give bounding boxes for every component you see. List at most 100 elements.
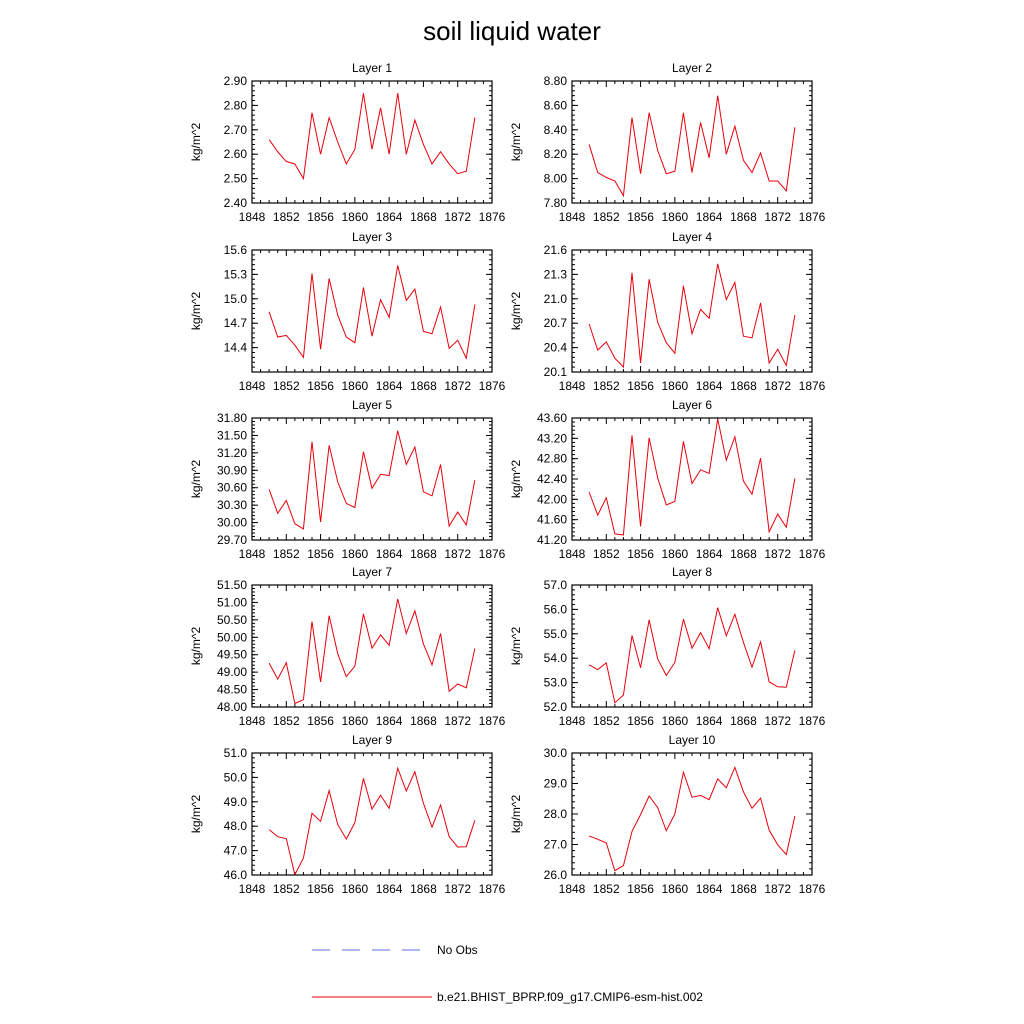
y-tick-label: 2.90 (224, 74, 248, 88)
x-tick-label: 1860 (342, 210, 369, 224)
x-tick-label: 1864 (376, 547, 403, 561)
y-tick-label: 50.0 (224, 770, 248, 784)
y-tick-label: 48.50 (217, 683, 247, 697)
y-tick-label: 30.00 (217, 516, 247, 530)
layer-panel: Layer 4 kg/m^2 1848 1852 1856 1860 1864 1868 187… (509, 230, 826, 393)
y-tick-label: 31.50 (217, 428, 247, 442)
figure-title: soil liquid water (423, 16, 601, 46)
x-tick-label: 1856 (307, 210, 334, 224)
plot-frame (571, 752, 813, 876)
layer-panel: Layer 1 kg/m^2 1848 1852 1856 1860 1864 1868 187… (189, 61, 506, 224)
y-tick-label: 48.0 (224, 819, 248, 833)
y-tick-label: 41.20 (537, 533, 567, 547)
x-tick-label: 1864 (696, 882, 723, 896)
y-tick-label: 27.0 (544, 838, 568, 852)
x-tick-label: 1848 (239, 379, 266, 393)
panels-grid: Layer 1 kg/m^2 1848 1852 1856 1860 1864 1868 187… (189, 61, 826, 896)
x-tick-label: 1864 (376, 882, 403, 896)
x-tick-label: 1860 (662, 882, 689, 896)
y-tick-label: 8.80 (544, 74, 568, 88)
x-tick-label: 1872 (764, 210, 791, 224)
panel-title: Layer 7 (352, 565, 392, 579)
layer-panel: Layer 10 kg/m^2 1848 1852 1856 1860 1864 1868 18… (509, 733, 826, 896)
y-axis-label: kg/m^2 (509, 627, 523, 666)
x-tick-label: 1876 (479, 882, 506, 896)
x-tick-label: 1872 (764, 547, 791, 561)
layer-panel: Layer 2 kg/m^2 1848 1852 1856 1860 1864 1868 187… (509, 61, 826, 224)
panel-title: Layer 2 (672, 61, 712, 75)
x-tick-label: 1876 (479, 714, 506, 728)
x-tick-label: 1872 (444, 714, 471, 728)
y-tick-label: 2.70 (224, 123, 248, 137)
y-tick-label: 50.50 (217, 613, 247, 627)
panel-title: Layer 6 (672, 398, 712, 412)
y-tick-label: 42.80 (537, 452, 567, 466)
x-tick-label: 1868 (410, 379, 437, 393)
y-tick-label: 54.0 (544, 651, 568, 665)
layer-panel: Layer 8 kg/m^2 1848 1852 1856 1860 1864 1868 187… (509, 565, 826, 728)
y-tick-label: 56.0 (544, 602, 568, 616)
y-tick-label: 20.1 (544, 365, 568, 379)
x-tick-label: 1868 (730, 379, 757, 393)
y-tick-label: 2.40 (224, 196, 248, 210)
y-tick-label: 50.00 (217, 630, 247, 644)
x-tick-label: 1864 (696, 210, 723, 224)
x-tick-label: 1872 (444, 882, 471, 896)
y-tick-label: 49.50 (217, 648, 247, 662)
y-axis-label: kg/m^2 (189, 627, 203, 666)
x-tick-label: 1864 (696, 379, 723, 393)
series-line (268, 598, 476, 705)
y-tick-label: 20.4 (544, 341, 568, 355)
layer-panel: Layer 7 kg/m^2 1848 1852 1856 1860 1864 1868 187… (189, 565, 506, 728)
y-tick-label: 29.70 (217, 533, 247, 547)
x-tick-label: 1876 (799, 379, 826, 393)
x-tick-label: 1868 (410, 547, 437, 561)
y-tick-label: 2.60 (224, 147, 248, 161)
y-tick-label: 15.3 (224, 267, 248, 281)
panel-title: Layer 9 (352, 733, 392, 747)
x-tick-label: 1864 (376, 714, 403, 728)
y-tick-label: 42.00 (537, 492, 567, 506)
x-tick-label: 1852 (273, 882, 300, 896)
legend-model-label: b.e21.BHIST_BPRP.f09_g17.CMIP6-esm-hist.… (437, 990, 703, 1004)
plot-frame (251, 80, 493, 204)
y-tick-label: 15.0 (224, 292, 248, 306)
plot-frame (571, 417, 813, 541)
legend: No Obs b.e21.BHIST_BPRP.f09_g17.CMIP6-es… (312, 943, 703, 1004)
x-tick-label: 1868 (730, 547, 757, 561)
x-tick-label: 1872 (764, 714, 791, 728)
layer-panel: Layer 9 kg/m^2 1848 1852 1856 1860 1864 1868 187… (189, 733, 506, 896)
x-tick-label: 1860 (662, 210, 689, 224)
plot-frame (251, 752, 493, 876)
x-tick-label: 1856 (307, 714, 334, 728)
y-tick-label: 29.0 (544, 777, 568, 791)
x-tick-label: 1860 (662, 547, 689, 561)
y-tick-label: 28.0 (544, 807, 568, 821)
x-tick-label: 1848 (559, 547, 586, 561)
x-tick-label: 1860 (342, 714, 369, 728)
x-tick-label: 1860 (662, 714, 689, 728)
x-tick-label: 1856 (307, 547, 334, 561)
y-tick-label: 7.80 (544, 196, 568, 210)
y-tick-label: 51.0 (224, 746, 248, 760)
x-tick-label: 1848 (239, 714, 266, 728)
x-tick-label: 1852 (593, 210, 620, 224)
x-tick-label: 1856 (627, 379, 654, 393)
plot-frame (251, 249, 493, 373)
y-tick-label: 55.0 (544, 627, 568, 641)
y-tick-label: 31.80 (217, 411, 247, 425)
x-tick-label: 1872 (764, 882, 791, 896)
y-tick-label: 14.7 (224, 316, 248, 330)
x-tick-label: 1852 (593, 547, 620, 561)
plot-frame (571, 249, 813, 373)
x-tick-label: 1848 (559, 882, 586, 896)
plot-frame (251, 417, 493, 541)
y-axis-label: kg/m^2 (509, 460, 523, 499)
y-axis-label: kg/m^2 (509, 795, 523, 834)
y-tick-label: 43.20 (537, 431, 567, 445)
y-tick-label: 57.0 (544, 578, 568, 592)
y-tick-label: 8.20 (544, 147, 568, 161)
y-tick-label: 51.00 (217, 595, 247, 609)
x-tick-label: 1848 (559, 379, 586, 393)
x-tick-label: 1864 (376, 210, 403, 224)
